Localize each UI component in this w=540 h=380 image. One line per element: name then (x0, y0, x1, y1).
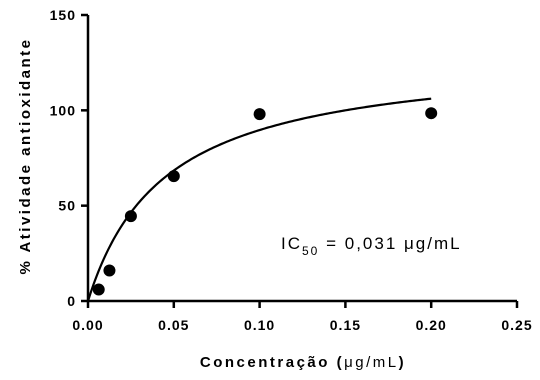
data-point (92, 283, 105, 296)
y-tick-label: 50 (58, 198, 76, 214)
x-tick-label: 0.10 (244, 317, 275, 333)
y-ticks: 0 50 100 150 (50, 7, 88, 309)
data-point (124, 210, 137, 223)
x-tick-label: 0.15 (330, 317, 361, 333)
y-tick-label: 0 (67, 293, 76, 309)
x-axis-title: Concentração (μg/mL) (200, 354, 406, 371)
y-axis-title: % Atividade antioxidante (17, 38, 34, 275)
x-ticks: 0.00 0.05 0.10 0.15 0.20 0.25 (72, 301, 532, 333)
data-points (92, 107, 438, 296)
y-tick-label: 150 (50, 7, 76, 23)
data-point (253, 108, 266, 121)
axes (86, 15, 517, 303)
fit-curve (86, 97, 432, 302)
data-point (425, 107, 438, 120)
x-tick-label: 0.00 (72, 317, 103, 333)
data-point (103, 264, 116, 277)
ic50-annotation: IC50 = 0,031 μg/mL (281, 234, 462, 258)
data-point (167, 170, 180, 183)
y-tick-label: 100 (50, 102, 76, 118)
x-tick-label: 0.05 (158, 317, 189, 333)
x-tick-label: 0.20 (416, 317, 447, 333)
x-tick-label: 0.25 (501, 317, 532, 333)
